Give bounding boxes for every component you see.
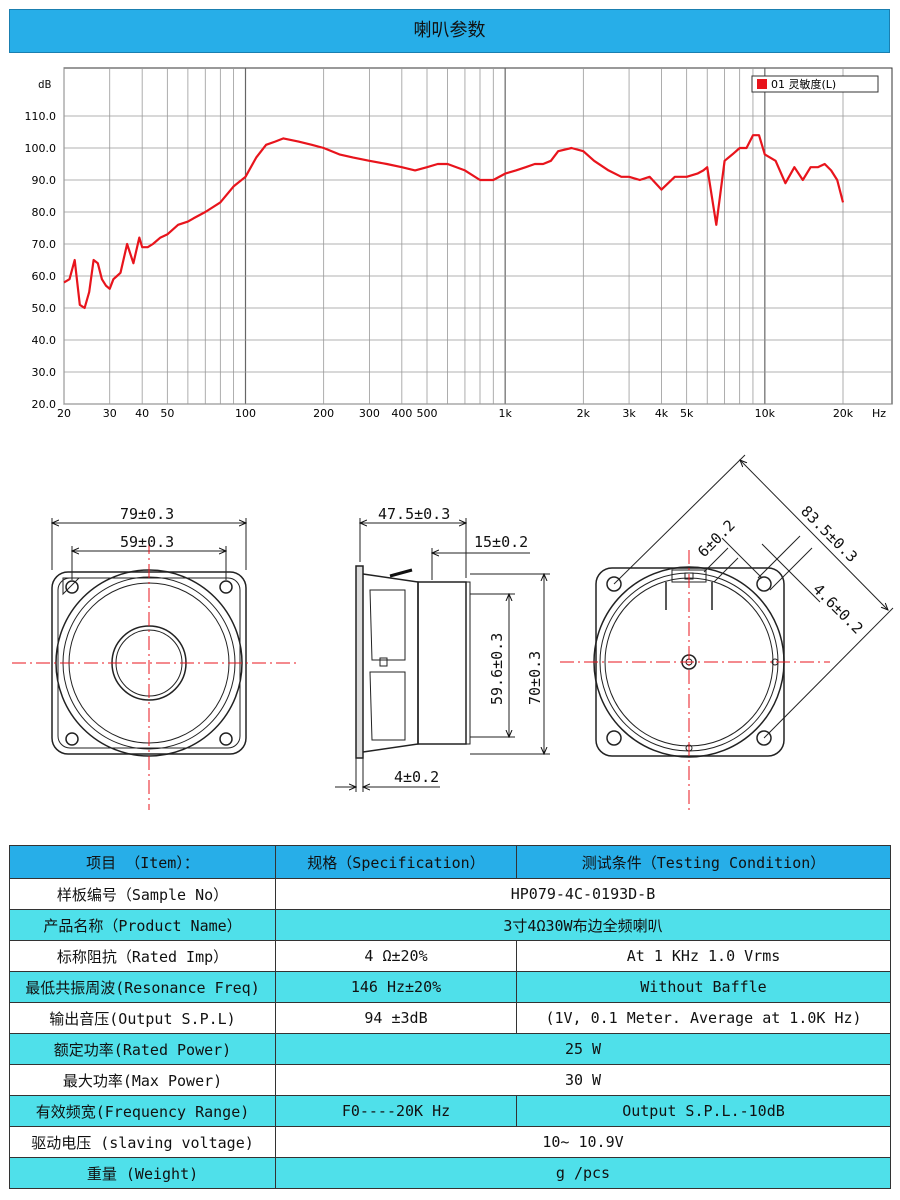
x-tick-label: 50	[160, 407, 174, 420]
row-spec: 94 ±3dB	[275, 1002, 517, 1034]
front-outer-dim: 79±0.3	[120, 505, 174, 523]
legend: 01 灵敏度(L)	[751, 75, 879, 93]
x-tick-label: 4k	[655, 407, 669, 420]
back-hole-dim: 4.6±0.2	[809, 580, 866, 637]
y-tick-label: 50.0	[32, 302, 57, 315]
row-condition: Output S.P.L.-10dB	[516, 1095, 891, 1127]
front-inner-dim: 59±0.3	[120, 533, 174, 551]
page-title: 喇叭参数	[9, 9, 890, 53]
series-line-sensitivity	[63, 134, 845, 310]
y-tick-labels: 20.0 30.0 40.0 50.0 60.0 70.0 80.0 90.0 100.0 110…	[25, 110, 57, 411]
x-tick-label: 200	[313, 407, 334, 420]
row-item: 样板编号（Sample No）	[9, 878, 276, 910]
back-slot-dim: 6±0.2	[694, 516, 739, 561]
x-axis-unit: Hz	[872, 407, 886, 420]
table-row: 产品名称（Product Name） 3寸4Ω30W布边全频喇叭	[9, 909, 891, 941]
y-tick-label: 20.0	[32, 398, 57, 411]
x-tick-label: 30	[103, 407, 117, 420]
table-row: 重量 (Weight) g /pcs	[9, 1157, 891, 1189]
table-row: 驱动电压 (slaving voltage) 10~ 10.9V	[9, 1126, 891, 1158]
row-item: 产品名称（Product Name）	[9, 909, 276, 941]
spec-table: 项目 （Item）： 规格（Specification） 测试条件（Testin…	[9, 845, 891, 1189]
row-spec: 10~ 10.9V	[275, 1126, 891, 1158]
table-row: 输出音压(Output S.P.L) 94 ±3dB (1V, 0.1 Meter.…	[9, 1002, 891, 1034]
y-tick-label: 40.0	[32, 334, 57, 347]
row-item: 最低共振周波(Resonance Freq)	[9, 971, 276, 1003]
x-tick-label: 300	[359, 407, 380, 420]
x-tick-label: 40	[135, 407, 149, 420]
grid-vertical	[63, 68, 844, 404]
side-view	[335, 518, 550, 792]
x-tick-label: 400	[391, 407, 412, 420]
side-depth-dim: 47.5±0.3	[378, 505, 450, 523]
row-spec: 30 W	[275, 1064, 891, 1096]
table-row: 额定功率(Rated Power) 25 W	[9, 1033, 891, 1065]
mechanical-drawings: 79±0.3 59±0.3 47.5±0.3 15±0.2 59.6±0.3 7…	[12, 454, 894, 810]
x-tick-labels: 20 30 40 50 100 200 300 400 500 1k 2k 3k 4k 5k 10k 20k	[57, 407, 854, 420]
x-tick-label: 20	[57, 407, 71, 420]
plot-area	[63, 67, 893, 405]
table-row: 样板编号（Sample No） HP079-4C-0193D-B	[9, 878, 891, 910]
y-tick-label: 70.0	[32, 238, 57, 251]
row-condition: (1V, 0.1 Meter. Average at 1.0K Hz)	[516, 1002, 891, 1034]
legend-swatch	[757, 79, 767, 89]
x-tick-label: 10k	[755, 407, 776, 420]
front-view	[12, 518, 296, 810]
table-row: 有效频宽(Frequency Range) F0----20K Hz Output …	[9, 1095, 891, 1127]
table-row: 最大功率(Max Power) 30 W	[9, 1064, 891, 1096]
row-item: 重量 (Weight)	[9, 1157, 276, 1189]
back-view	[560, 454, 894, 810]
legend-entry: 01 灵敏度(L)	[771, 77, 836, 91]
row-spec: HP079-4C-0193D-B	[275, 878, 891, 910]
row-item: 额定功率(Rated Power)	[9, 1033, 276, 1065]
x-tick-label: 5k	[680, 407, 694, 420]
y-tick-label: 100.0	[25, 142, 57, 155]
y-tick-label: 110.0	[25, 110, 57, 123]
x-tick-label: 1k	[498, 407, 512, 420]
grid-horizontal	[64, 115, 892, 405]
x-tick-label: 20k	[833, 407, 854, 420]
x-tick-label: 500	[416, 407, 437, 420]
y-tick-label: 30.0	[32, 366, 57, 379]
row-condition: Without Baffle	[516, 971, 891, 1003]
back-diagonal-dim: 83.5±0.3	[797, 502, 861, 566]
y-tick-label: 60.0	[32, 270, 57, 283]
row-spec: F0----20K Hz	[275, 1095, 517, 1127]
row-spec: 25 W	[275, 1033, 891, 1065]
row-spec: 3寸4Ω30W布边全频喇叭	[275, 909, 891, 941]
side-flange-dim: 4±0.2	[394, 768, 439, 786]
row-spec: 146 Hz±20%	[275, 971, 517, 1003]
row-item: 最大功率(Max Power)	[9, 1064, 276, 1096]
x-tick-label: 2k	[577, 407, 591, 420]
x-tick-label: 3k	[622, 407, 636, 420]
row-spec: 4 Ω±20%	[275, 940, 517, 972]
y-axis-label: dB	[38, 78, 52, 91]
spec-table-header: 项目 （Item）： 规格（Specification） 测试条件（Testin…	[9, 845, 891, 879]
table-row: 标称阻抗（Rated Imp） 4 Ω±20% At 1 KHz 1.0 Vrms	[9, 940, 891, 972]
frequency-response-chart: dB Hz 20.0 30.0 40.0 50.0 60.0 70.0 80.0 90.0 10…	[25, 67, 893, 420]
side-frame-dim: 70±0.3	[526, 651, 544, 705]
row-condition: At 1 KHz 1.0 Vrms	[516, 940, 891, 972]
side-cone-dim: 59.6±0.3	[488, 633, 506, 705]
header-spec: 规格（Specification）	[275, 845, 517, 879]
y-tick-label: 80.0	[32, 206, 57, 219]
row-item: 输出音压(Output S.P.L)	[9, 1002, 276, 1034]
table-row: 最低共振周波(Resonance Freq) 146 Hz±20% Without …	[9, 971, 891, 1003]
row-item: 驱动电压 (slaving voltage)	[9, 1126, 276, 1158]
row-item: 标称阻抗（Rated Imp）	[9, 940, 276, 972]
x-tick-label: 100	[235, 407, 256, 420]
row-item: 有效频宽(Frequency Range)	[9, 1095, 276, 1127]
y-tick-label: 90.0	[32, 174, 57, 187]
header-item: 项目 （Item）：	[9, 845, 276, 879]
header-condition: 测试条件（Testing Condition）	[516, 845, 891, 879]
row-spec: g /pcs	[275, 1157, 891, 1189]
side-magnet-dim: 15±0.2	[474, 533, 528, 551]
